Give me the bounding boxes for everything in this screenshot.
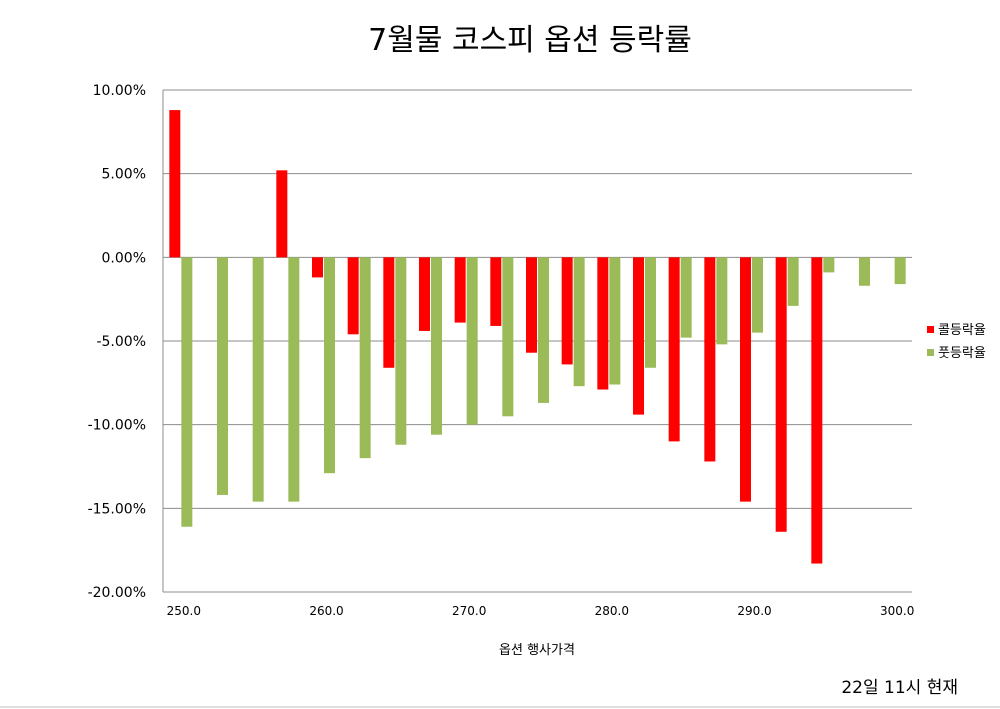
bar-put: [752, 257, 763, 333]
bar-put: [395, 257, 407, 445]
bar-put: [645, 257, 656, 368]
bar-put: [431, 257, 442, 435]
bar-put: [252, 257, 264, 502]
chart-title: 7월물 코스피 옵션 등락률: [368, 23, 692, 58]
bar-call: [597, 257, 609, 390]
legend-entry: 풋등락율: [938, 346, 986, 361]
bar-call: [419, 257, 430, 331]
x-tick-label: 290.0: [737, 604, 771, 618]
bar-call: [276, 170, 288, 258]
bar-put: [466, 257, 478, 425]
x-tick-label: 300.0: [880, 604, 914, 618]
x-axis-ticks: 250.0 260.0 270.0 280.0 290.0 300.0: [167, 604, 915, 618]
bar-put: [823, 257, 835, 273]
bar-put: [573, 257, 585, 387]
x-tick-label: 270.0: [452, 604, 486, 618]
footnote: 22일 11시 현재: [841, 678, 958, 698]
bar-put: [716, 257, 728, 345]
bar-call: [312, 257, 323, 278]
y-axis-ticks: 10.00% 5.00% 0.00% -5.00% -10.00% -15.00% -20.…: [88, 83, 146, 601]
bar-call: [704, 257, 716, 462]
grid-lines: [162, 89, 912, 593]
bar-call: [740, 257, 751, 502]
legend-swatch: [927, 326, 934, 333]
bar-put: [538, 257, 549, 403]
bar-call: [454, 257, 466, 323]
bar-call: [169, 110, 181, 258]
x-tick-label: 250.0: [167, 604, 201, 618]
y-tick-label: -10.00%: [88, 418, 146, 434]
bar-put: [217, 257, 228, 495]
bar-put: [859, 257, 870, 286]
bar-call: [775, 257, 787, 532]
bar-put: [609, 257, 621, 385]
bar-put: [324, 257, 335, 474]
x-tick-label: 260.0: [309, 604, 343, 618]
bar-put: [359, 257, 371, 459]
x-tick-label: 280.0: [595, 604, 629, 618]
bars: [169, 110, 906, 564]
y-tick-label: -20.00%: [88, 585, 146, 601]
bar-call: [490, 257, 502, 326]
bar-call: [811, 257, 823, 564]
y-tick-label: 0.00%: [102, 250, 146, 266]
bar-call: [347, 257, 359, 335]
bar-put: [894, 257, 906, 285]
y-tick-label: 5.00%: [102, 167, 146, 183]
bar-put: [288, 257, 300, 502]
bar-put: [502, 257, 514, 417]
bar-call: [561, 257, 573, 365]
bar-call: [633, 257, 644, 415]
bar-call: [668, 257, 680, 442]
bar-put: [181, 257, 193, 527]
x-axis-label: 옵션 행사가격: [499, 642, 575, 658]
legend-swatch: [927, 349, 934, 356]
bar-call: [383, 257, 395, 368]
bar-call: [526, 257, 537, 353]
bar-put: [787, 257, 799, 306]
legend-entry: 콜등락율: [938, 323, 986, 338]
y-tick-label: -15.00%: [88, 501, 146, 517]
y-tick-label: -5.00%: [96, 334, 146, 350]
y-tick-label: 10.00%: [93, 83, 146, 99]
bar-put: [680, 257, 692, 338]
